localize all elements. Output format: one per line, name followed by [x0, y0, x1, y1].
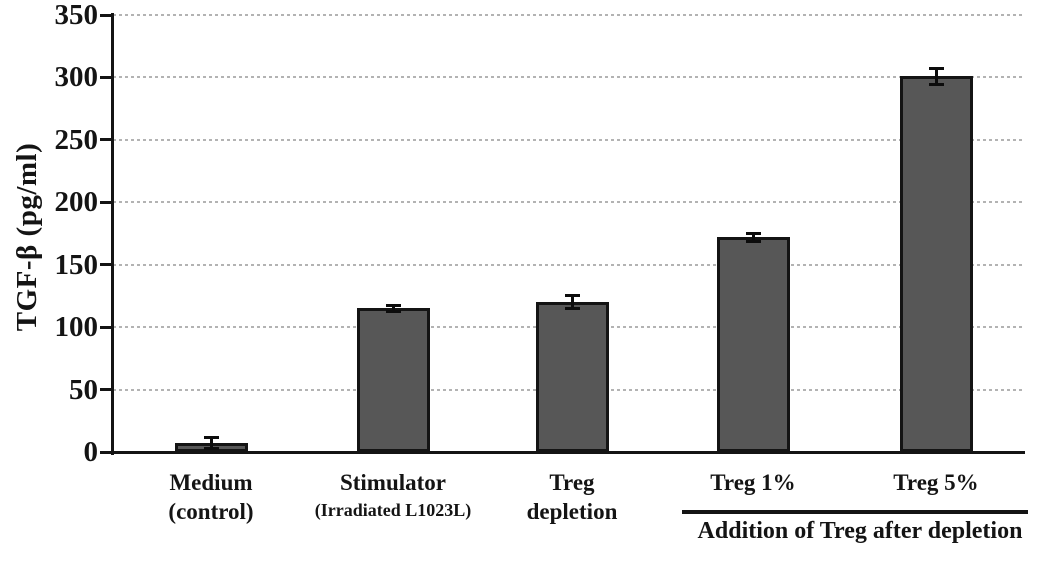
x-category-line: Treg	[549, 470, 595, 495]
y-tick-label: 300	[54, 61, 99, 94]
error-bar-cap	[928, 82, 944, 86]
error-bar-cap	[928, 66, 944, 70]
y-tick	[100, 263, 113, 267]
y-tick	[100, 200, 113, 204]
y-tick-label: 350	[54, 0, 99, 31]
x-axis-line	[111, 451, 1025, 454]
x-category-line: Treg 1%	[710, 470, 796, 495]
y-tick	[100, 325, 113, 329]
bar	[716, 237, 790, 452]
y-tick-label: 250	[54, 123, 99, 156]
y-tick	[100, 388, 113, 392]
error-bar-cap	[203, 436, 219, 440]
y-tick	[100, 13, 113, 17]
error-bar-cap	[203, 447, 219, 451]
y-tick-label: 0	[83, 436, 99, 468]
y-tick	[100, 75, 113, 79]
x-category-line: Stimulator	[339, 470, 447, 495]
y-tick	[100, 450, 113, 454]
bar	[899, 76, 973, 452]
x-category-label: Treg depletion	[447, 468, 697, 526]
x-category-label: Stimulator (Irradiated L1023L)	[268, 468, 518, 523]
error-bar-cap	[385, 303, 401, 307]
bar	[356, 308, 430, 452]
error-bar-cap	[385, 309, 401, 313]
error-bar-stem	[751, 233, 755, 241]
y-gridline	[113, 263, 1025, 266]
error-bar-cap	[564, 307, 580, 311]
error-bar-stem	[934, 68, 938, 84]
y-gridline	[113, 14, 1025, 16]
x-category-line: (control)	[168, 499, 254, 524]
treg-group-label: Addition of Treg after depletion	[697, 518, 1023, 544]
bar	[535, 302, 609, 452]
x-category-line: (Irradiated L1023L)	[314, 500, 472, 520]
y-tick	[100, 138, 113, 142]
error-bar-cap	[564, 293, 580, 297]
x-category-line: Medium	[169, 470, 253, 495]
y-tick-label: 150	[54, 248, 99, 281]
error-bar-cap	[745, 239, 761, 243]
x-category-label: Treg 1%	[628, 468, 878, 497]
x-category-line: Treg 5%	[893, 470, 979, 495]
y-tick-label: 200	[54, 186, 99, 219]
treg-group-underline	[682, 510, 1028, 514]
y-tick-label: 50	[69, 373, 98, 406]
y-tick-label: 100	[54, 311, 99, 344]
error-bar-cap	[745, 231, 761, 235]
y-gridline	[113, 76, 1025, 79]
x-category-label: Medium (control)	[86, 468, 336, 526]
y-axis-spine	[111, 13, 114, 455]
y-gridline	[113, 201, 1025, 204]
x-category-label: Treg 5%	[811, 468, 1061, 497]
y-gridline	[113, 138, 1025, 141]
x-category-line: depletion	[526, 499, 618, 524]
error-bar-stem	[570, 295, 574, 309]
error-bar-stem	[391, 305, 395, 311]
error-bar-stem	[209, 438, 213, 449]
